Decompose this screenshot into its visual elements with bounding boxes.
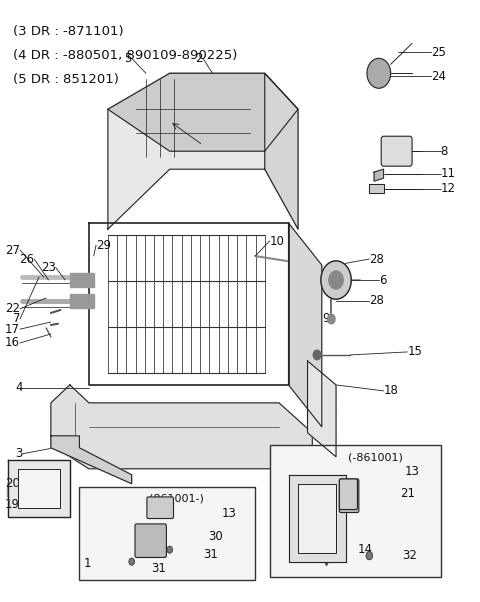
Text: 2: 2 <box>195 52 203 65</box>
Text: 5: 5 <box>124 52 132 65</box>
Polygon shape <box>369 184 384 193</box>
Text: 13: 13 <box>405 465 420 478</box>
Polygon shape <box>288 475 346 562</box>
Text: 11: 11 <box>441 167 456 181</box>
Text: 31: 31 <box>151 562 166 576</box>
Circle shape <box>367 58 391 88</box>
Text: 27: 27 <box>5 244 20 256</box>
Text: (861001-): (861001-) <box>149 494 204 504</box>
Text: 21: 21 <box>400 488 415 500</box>
FancyBboxPatch shape <box>135 524 167 557</box>
Polygon shape <box>18 469 60 507</box>
Text: (4 DR : -880501, 890109-890225): (4 DR : -880501, 890109-890225) <box>13 49 237 63</box>
Text: 29: 29 <box>96 239 111 252</box>
Text: 9: 9 <box>322 312 329 326</box>
Text: 4: 4 <box>15 382 23 394</box>
Text: 20: 20 <box>5 477 20 490</box>
Text: 25: 25 <box>431 46 446 59</box>
Text: 8: 8 <box>441 144 448 158</box>
Polygon shape <box>265 73 298 229</box>
Text: (5 DR : 851201): (5 DR : 851201) <box>13 73 119 86</box>
FancyBboxPatch shape <box>381 136 412 166</box>
FancyBboxPatch shape <box>147 497 173 518</box>
Polygon shape <box>108 73 298 229</box>
Bar <box>70 273 94 287</box>
Text: (-861001): (-861001) <box>348 452 403 462</box>
Circle shape <box>366 551 372 560</box>
Text: 14: 14 <box>358 543 372 556</box>
Bar <box>79 487 255 580</box>
Polygon shape <box>288 223 322 427</box>
Ellipse shape <box>77 297 91 305</box>
Text: 12: 12 <box>441 182 456 196</box>
Circle shape <box>167 546 172 553</box>
Text: 10: 10 <box>269 235 284 247</box>
Polygon shape <box>51 385 312 469</box>
Text: 15: 15 <box>408 346 422 358</box>
Circle shape <box>129 558 134 565</box>
Polygon shape <box>308 361 336 457</box>
Text: 28: 28 <box>369 253 384 265</box>
Text: 28: 28 <box>369 294 384 308</box>
FancyBboxPatch shape <box>339 479 359 512</box>
Text: 6: 6 <box>379 273 386 287</box>
Circle shape <box>329 271 343 289</box>
Text: 16: 16 <box>5 337 20 349</box>
Circle shape <box>313 350 321 360</box>
Circle shape <box>321 261 351 299</box>
Text: 24: 24 <box>431 70 446 83</box>
Ellipse shape <box>77 276 91 285</box>
Text: 1: 1 <box>84 557 91 570</box>
Text: 17: 17 <box>5 323 20 336</box>
Text: 32: 32 <box>403 549 418 562</box>
Text: 3: 3 <box>15 447 23 461</box>
Text: 22: 22 <box>5 302 20 315</box>
Text: 23: 23 <box>41 261 56 274</box>
Text: 7: 7 <box>12 312 20 326</box>
Bar <box>70 294 94 308</box>
Text: 19: 19 <box>5 498 20 511</box>
Polygon shape <box>51 436 132 484</box>
FancyBboxPatch shape <box>339 479 358 509</box>
Polygon shape <box>108 73 298 151</box>
Text: 30: 30 <box>208 530 222 543</box>
Polygon shape <box>8 460 70 517</box>
Text: 13: 13 <box>222 507 237 520</box>
Polygon shape <box>374 169 384 181</box>
Bar <box>269 445 441 577</box>
Text: 26: 26 <box>19 253 34 265</box>
Text: 31: 31 <box>203 548 218 561</box>
Polygon shape <box>298 484 336 553</box>
Circle shape <box>327 314 335 324</box>
Text: 18: 18 <box>384 385 398 397</box>
Text: (3 DR : -871101): (3 DR : -871101) <box>13 25 123 39</box>
